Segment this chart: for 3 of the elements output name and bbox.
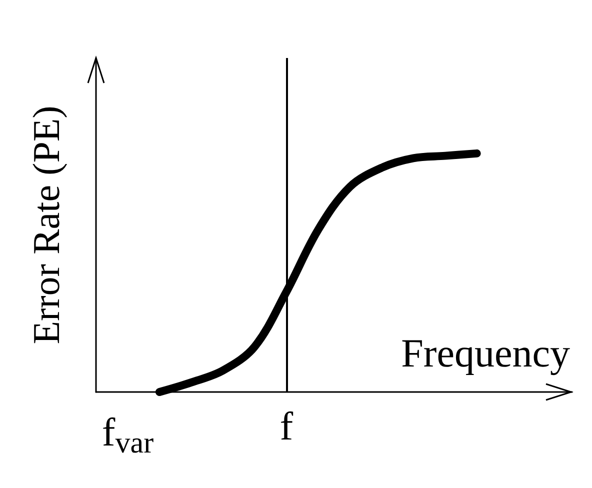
y-axis-title: Error Rate (PE) xyxy=(26,106,68,344)
x-axis-title: Frequency xyxy=(401,330,570,376)
x-tick-label: f xyxy=(280,404,294,448)
